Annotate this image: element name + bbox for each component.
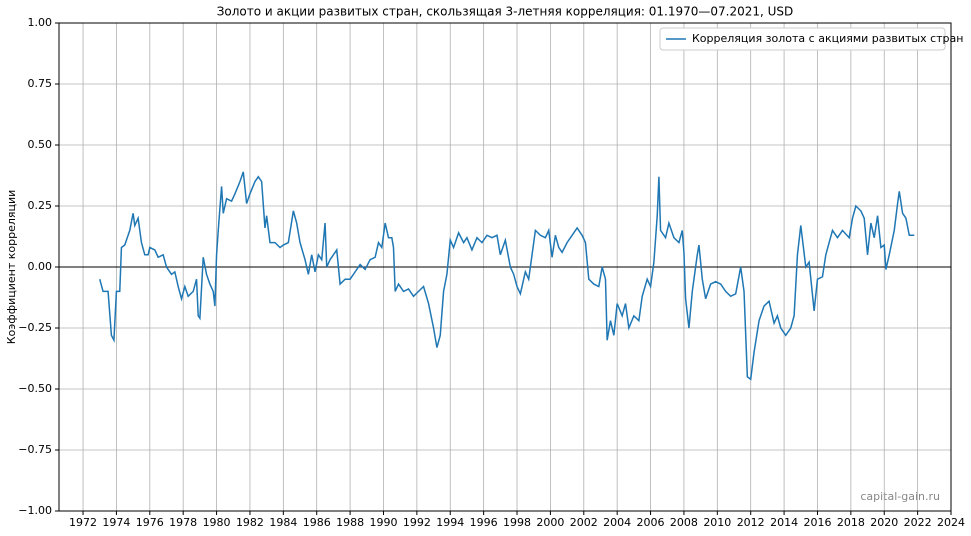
x-tick-label: 2020 — [870, 516, 898, 529]
x-tick-label: 1990 — [369, 516, 397, 529]
y-tick-label: −0.75 — [18, 443, 52, 456]
x-tick-label: 1974 — [102, 516, 130, 529]
x-tick-label: 1980 — [203, 516, 231, 529]
x-tick-label: 1988 — [336, 516, 364, 529]
x-tick-label: 1984 — [269, 516, 297, 529]
x-tick-label: 1986 — [303, 516, 331, 529]
x-tick-label: 1972 — [69, 516, 97, 529]
y-tick-label: −0.50 — [18, 382, 52, 395]
x-tick-label: 1992 — [403, 516, 431, 529]
x-tick-label: 1994 — [436, 516, 464, 529]
x-tick-label: 2000 — [536, 516, 564, 529]
chart-title: Золото и акции развитых стран, скользяща… — [217, 5, 794, 19]
series-line — [99, 171, 915, 381]
y-tick-label: 0.00 — [28, 260, 53, 273]
x-tick-label: 1998 — [503, 516, 531, 529]
y-tick-label: 0.25 — [28, 199, 53, 212]
x-tick-label: 1982 — [236, 516, 264, 529]
y-tick-label: 0.75 — [28, 77, 53, 90]
x-tick-label: 2002 — [570, 516, 598, 529]
x-tick-label: 2024 — [937, 516, 965, 529]
x-tick-label: 2016 — [803, 516, 831, 529]
x-tick-label: 1996 — [470, 516, 498, 529]
y-tick-label: −1.00 — [18, 504, 52, 517]
y-tick-label: −0.25 — [18, 321, 52, 334]
x-tick-label: 1976 — [136, 516, 164, 529]
x-tick-label: 2008 — [670, 516, 698, 529]
x-tick-label: 2004 — [603, 516, 631, 529]
y-tick-label: 0.50 — [28, 138, 53, 151]
x-tick-label: 1978 — [169, 516, 197, 529]
x-tick-label: 2022 — [904, 516, 932, 529]
x-tick-label: 2006 — [637, 516, 665, 529]
x-tick-label: 2012 — [737, 516, 765, 529]
plot-frame — [58, 22, 952, 512]
legend-box — [659, 27, 946, 51]
x-tick-label: 2014 — [770, 516, 798, 529]
x-tick-label: 2010 — [703, 516, 731, 529]
y-axis-label: Коэффициент корреляции — [5, 190, 18, 345]
legend-label: Корреляция золота с акциями развитых стр… — [692, 32, 963, 45]
y-tick-label: 1.00 — [28, 16, 53, 29]
x-tick-label: 2018 — [837, 516, 865, 529]
watermark: capital-gain.ru — [860, 490, 940, 503]
